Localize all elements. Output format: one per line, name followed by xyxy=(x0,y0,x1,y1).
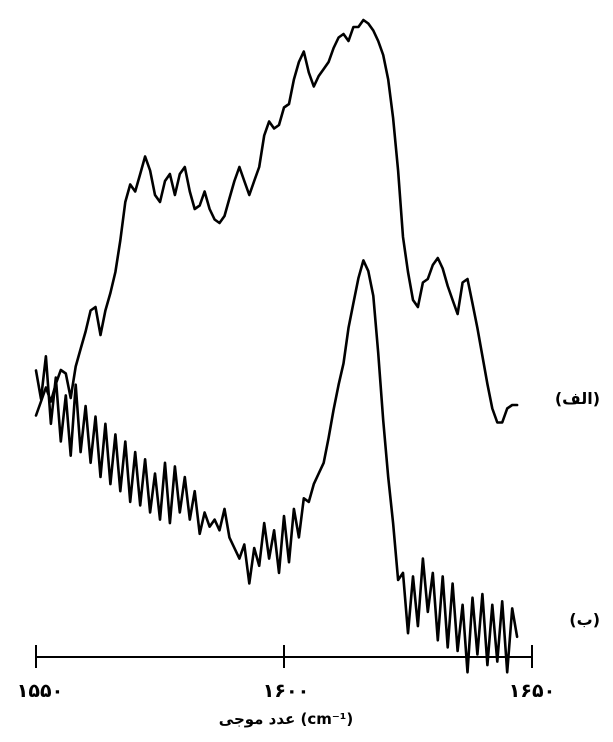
x-tick-label-1650: ۱۶۵۰ xyxy=(509,680,555,702)
x-tick-label-1550: ۱۵۵۰ xyxy=(17,680,63,702)
x-axis-title: عدد موجی (cm⁻¹) xyxy=(219,710,353,728)
spectrum-trace-b xyxy=(34,259,519,674)
spectrum-trace-a xyxy=(34,18,519,424)
chart-traces xyxy=(34,18,519,674)
series-label-a: (الف) xyxy=(555,389,600,408)
series-label-b: (ب) xyxy=(569,610,600,629)
x-tick-label-1600: ۱۶۰۰ xyxy=(263,680,309,702)
